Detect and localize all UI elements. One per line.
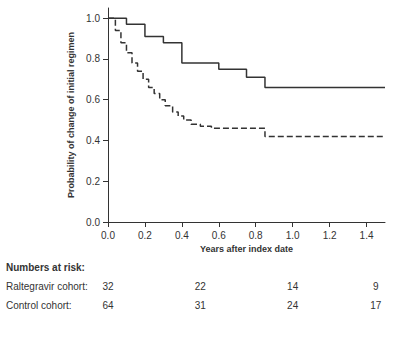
svg-text:9: 9 (373, 281, 379, 292)
svg-text:0.4: 0.4 (86, 135, 100, 146)
svg-text:0.0: 0.0 (86, 217, 100, 228)
svg-text:Numbers at risk:: Numbers at risk: (6, 262, 85, 273)
svg-text:24: 24 (287, 300, 299, 311)
svg-text:Probability of change of initi: Probability of change of initial regimen (66, 32, 76, 198)
svg-text:22: 22 (195, 281, 207, 292)
svg-text:Control cohort:: Control cohort: (6, 300, 72, 311)
svg-text:0.8: 0.8 (86, 53, 100, 64)
svg-text:0.6: 0.6 (212, 230, 226, 241)
svg-text:1.0: 1.0 (86, 13, 100, 24)
svg-text:0.6: 0.6 (86, 94, 100, 105)
svg-text:64: 64 (102, 300, 114, 311)
svg-text:1.2: 1.2 (323, 230, 337, 241)
svg-text:32: 32 (102, 281, 114, 292)
svg-text:0.4: 0.4 (175, 230, 189, 241)
svg-text:31: 31 (195, 300, 207, 311)
svg-text:0.8: 0.8 (249, 230, 263, 241)
svg-text:Years after index date: Years after index date (200, 244, 293, 254)
svg-text:0.2: 0.2 (86, 176, 100, 187)
svg-text:Raltegravir cohort:: Raltegravir cohort: (6, 281, 88, 292)
svg-text:14: 14 (287, 281, 299, 292)
svg-text:17: 17 (370, 300, 382, 311)
svg-text:0.2: 0.2 (138, 230, 152, 241)
svg-text:0.0: 0.0 (101, 230, 115, 241)
svg-text:1.4: 1.4 (360, 230, 374, 241)
svg-text:1.0: 1.0 (286, 230, 300, 241)
